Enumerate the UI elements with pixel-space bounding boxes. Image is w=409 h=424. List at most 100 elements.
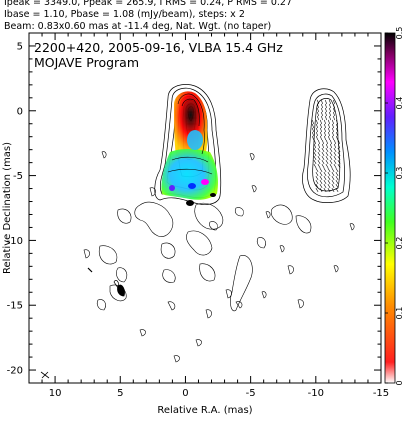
evpa-vector [311,131,315,137]
evpa-vector [320,103,324,109]
x-tick-labels: 10 5 0 -5 -10 -15 [49,388,389,399]
evpa-vector [317,155,321,161]
evpa-vector [337,155,341,161]
evpa-vector [331,167,335,173]
evpa-vector [335,123,339,129]
evpa-vector [316,107,320,113]
evpa-vector [317,159,321,165]
polarization-colour-left [161,91,219,206]
evpa-vector [317,139,321,145]
evpa-vector [335,183,339,189]
y-tick-label: -5 [13,171,23,182]
evpa-vector [319,131,323,137]
y-tick-label: 0 [17,106,23,117]
evpa-vector [329,163,333,169]
header-stats-line-2: Ibase = 1.10, Pbase = 1.08 (mJy/beam), s… [4,9,245,20]
evpa-vector [321,139,325,145]
evpa-vector [321,143,325,149]
evpa-vector [316,103,320,109]
evpa-vector [323,135,327,141]
evpa-vector [329,155,333,161]
evpa-vector [327,131,331,137]
evpa-vector [335,119,339,125]
evpa-vector [320,115,324,121]
evpa-vector [325,139,329,145]
evpa-vector [329,159,333,165]
evpa-vector [333,159,337,165]
evpa-vector [323,175,327,181]
evpa-vector [335,135,339,141]
evpa-vector [323,119,327,125]
evpa-vector [327,167,331,173]
evpa-vector [331,171,335,177]
evpa-vector [311,127,315,133]
colorbar-tick-label: 0.4 [395,97,404,110]
x-tick-label: -15 [373,388,389,399]
colorbar-tick-label: 0 [395,380,404,385]
evpa-vector [320,107,324,113]
evpa-vector [331,127,335,133]
evpa-vector [323,127,327,133]
evpa-vector [335,127,339,133]
evpa-vector [328,99,332,105]
evpa-vector [315,175,319,181]
evpa-vector [328,103,332,109]
evpa-vector [315,119,319,125]
evpa-vector [327,187,331,193]
evpa-vector [319,179,323,185]
evpa-vector [331,175,335,181]
evpa-vector [319,123,323,129]
evpa-vector [328,115,332,121]
evpa-vector [332,99,336,105]
evpa-vector [331,183,335,189]
evpa-vector [333,143,337,149]
evpa-vector [315,187,319,193]
evpa-vector [327,127,331,133]
colorbar-tick-labels: 0 0.1 0.2 0.3 0.4 0.5 [385,27,404,386]
evpa-vector [325,159,329,165]
evpa-vector [329,147,333,153]
evpa-vector [335,171,339,177]
evpa-vector [335,179,339,185]
evpa-vector [313,143,317,149]
evpa-vector [311,135,315,141]
evpa-vector [335,167,339,173]
evpa-vector [337,143,341,149]
evpa-vector [315,135,319,141]
x-tick-label: -10 [308,388,324,399]
y-tick-label: 5 [17,41,23,52]
evpa-vector [324,103,328,109]
evpa-vector [319,127,323,133]
evpa-vector [332,107,336,113]
evpa-vector [317,143,321,149]
noise-contours-left-lower [87,267,125,297]
evpa-vector [315,179,319,185]
x-axis-label: Relative R.A. (mas) [157,405,252,416]
evpa-vector [317,147,321,153]
map-title: 2200+420, 2005-09-16, VLBA 15.4 GHz [34,40,283,55]
evpa-vector [327,175,331,181]
y-axis-label: Relative Declination (mas) [2,142,13,274]
evpa-vector [335,175,339,181]
evpa-vector [319,135,323,141]
evpa-vector [325,155,329,161]
evpa-vector [333,151,337,157]
evpa-vector [325,151,329,157]
evpa-vector [313,147,317,153]
evpa-vector [319,119,323,125]
evpa-vector [329,151,333,157]
evpa-vector [316,99,320,105]
evpa-vector [325,147,329,153]
axis-ticks [28,32,382,384]
evpa-vector [313,155,317,161]
evpa-vector [331,187,335,193]
x-tick-label: 0 [182,388,188,399]
evpa-vector [333,163,337,169]
evpa-vector [329,143,333,149]
evpa-vector [313,159,317,165]
evpa-vector [337,151,341,157]
evpa-vector [331,135,335,141]
polarization-vectors-right [311,99,341,193]
evpa-vector [319,183,323,189]
